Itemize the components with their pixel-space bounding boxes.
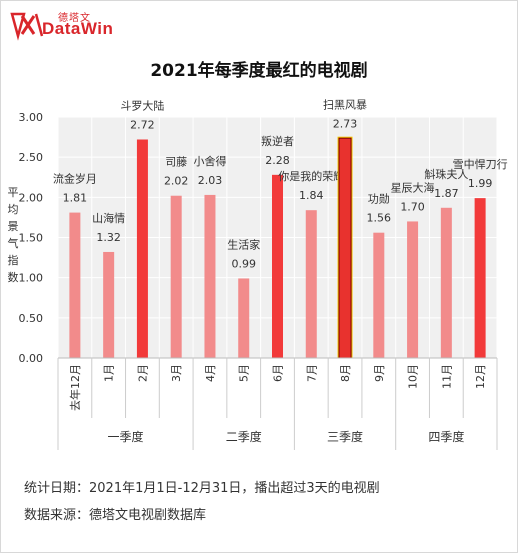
drama-name-label: 斛珠夫人	[424, 167, 468, 181]
quarter-label: 三季度	[327, 429, 363, 444]
x-tick-label: 12月	[474, 364, 487, 389]
data-label: 1.81	[63, 192, 88, 205]
x-tick-label: 7月	[305, 364, 318, 382]
y-tick-label: 0.50	[19, 312, 44, 325]
logo-mark-icon	[10, 12, 44, 41]
x-tick-label: 4月	[204, 364, 217, 382]
y-tick-label: 2.50	[19, 151, 44, 164]
drama-name-label: 司藤	[165, 156, 187, 169]
datawin-logo	[8, 8, 148, 42]
bar	[407, 221, 419, 358]
drama-name-label: 斗罗大陆	[120, 98, 164, 112]
y-axis-label: 平均景气指数	[7, 186, 19, 284]
x-tick-label: 去年12月	[68, 364, 82, 411]
note-data-source: 数据来源：德塔文电视剧数据库	[24, 508, 207, 523]
data-label: 0.99	[231, 257, 256, 270]
x-tick-label: 9月	[373, 364, 386, 382]
drama-name-label: 流金岁月	[53, 172, 97, 186]
data-label: 1.87	[434, 187, 459, 200]
bar	[373, 232, 385, 358]
x-tick-label: 10月	[407, 364, 420, 389]
x-tick-label: 5月	[238, 364, 251, 382]
bar	[238, 278, 250, 358]
drama-name-label: 山海情	[92, 211, 125, 225]
bar	[136, 139, 148, 358]
bar	[339, 138, 351, 358]
drama-name-label: 扫黑风暴	[323, 99, 367, 112]
x-tick-label: 2月	[136, 364, 149, 382]
data-label: 1.32	[96, 231, 121, 244]
y-tick-label: 3.00	[19, 111, 44, 124]
bar	[474, 198, 486, 358]
chart-title: 2021年每季度最红的电视剧	[150, 61, 368, 81]
x-tick-label: 6月	[272, 364, 285, 382]
bar	[440, 207, 452, 358]
bar	[69, 212, 81, 358]
drama-name-label: 生活家	[227, 237, 260, 251]
drama-name-label: 叛逆者	[261, 134, 294, 148]
data-label: 1.99	[468, 177, 493, 190]
y-tick-label: 0.00	[19, 352, 44, 365]
data-label: 1.84	[299, 189, 324, 202]
data-label: 2.72	[130, 118, 155, 131]
data-label: 1.70	[400, 200, 425, 213]
logo-text-en: DataWin	[42, 19, 114, 38]
logo-text-cn: 德塔文	[58, 13, 91, 24]
drama-name-label: 雪中悍刀行	[453, 157, 508, 171]
bar	[272, 174, 283, 358]
note-stat-date: 统计日期：2021年1月1日-12月31日，播出超过3天的电视剧	[24, 481, 380, 496]
data-label: 1.56	[367, 212, 392, 225]
y-tick-label: 2.00	[19, 191, 44, 204]
bar	[204, 194, 216, 358]
data-label: 2.02	[164, 175, 189, 188]
quarter-label: 四季度	[428, 429, 464, 444]
drama-name-label: 星辰大海	[391, 180, 435, 194]
drama-name-label: 小舍得	[193, 154, 226, 168]
data-label: 2.73	[333, 118, 358, 131]
x-tick-label: 11月	[440, 364, 453, 389]
bar	[103, 251, 115, 358]
drama-name-label: 你是我的荣耀	[278, 169, 344, 183]
y-tick-label: 1.00	[19, 272, 44, 285]
x-tick-label: 3月	[170, 364, 183, 382]
quarter-label: 一季度	[108, 429, 144, 444]
x-tick-label: 1月	[103, 364, 116, 382]
data-label: 2.28	[265, 154, 290, 167]
drama-name-label: 功勋	[368, 192, 390, 206]
quarter-label: 二季度	[226, 429, 262, 444]
data-label: 2.03	[198, 174, 223, 187]
bar	[305, 210, 317, 358]
bar	[170, 195, 182, 358]
y-tick-label: 1.50	[19, 232, 44, 245]
x-tick-label: 8月	[339, 364, 352, 382]
